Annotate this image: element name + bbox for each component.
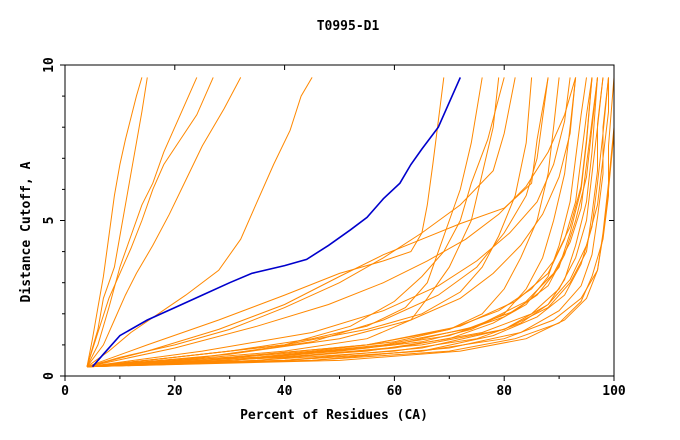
series-line-15 — [86, 77, 549, 368]
series-line-2 — [86, 77, 148, 367]
highlight-series-group — [91, 77, 462, 368]
series-line-26 — [86, 77, 609, 368]
series-line-8 — [86, 77, 483, 368]
series-line-24 — [86, 77, 615, 368]
x-tick-label: 0 — [61, 384, 69, 399]
series-line-30 — [86, 77, 593, 368]
series-line-33 — [86, 77, 577, 368]
y-axis-title: Distance Cutoff, A — [19, 161, 34, 302]
series-line-11 — [86, 77, 549, 368]
series-line-13 — [86, 77, 560, 368]
x-tick-label: 80 — [496, 384, 512, 399]
series-line-6 — [86, 77, 313, 368]
y-tick-label: 10 — [42, 57, 57, 73]
series-line-1 — [86, 77, 143, 367]
y-tick-label: 5 — [42, 217, 57, 225]
tick-labels-group: 0 20 40 60 80 100 0 5 10 — [42, 57, 626, 399]
y-tick-label: 0 — [42, 372, 57, 380]
series-line-19 — [86, 77, 604, 368]
series-line-7 — [86, 77, 516, 368]
x-axis-title: Percent of Residues (CA) — [240, 408, 428, 423]
series-line-31 — [86, 77, 598, 368]
series-line-5 — [86, 77, 242, 368]
series-line-32 — [86, 77, 615, 368]
x-tick-label: 20 — [167, 384, 183, 399]
series-line-34 — [86, 77, 445, 368]
series-line-28 — [86, 77, 577, 368]
x-tick-label: 40 — [277, 384, 293, 399]
series-line-22 — [86, 77, 598, 368]
series-line-29 — [86, 77, 571, 368]
series-line-12 — [86, 77, 533, 368]
series-line-16 — [86, 77, 587, 368]
chart-title: T0995-D1 — [317, 19, 380, 34]
x-tick-label: 60 — [387, 384, 403, 399]
series-line-21 — [86, 77, 609, 368]
series-line-14 — [86, 77, 577, 368]
x-tick-label: 100 — [602, 384, 626, 399]
series-line-3 — [86, 77, 198, 367]
highlight-series-line — [91, 77, 462, 368]
series-line-27 — [86, 77, 604, 368]
axes-group — [60, 64, 615, 381]
series-group — [86, 77, 615, 368]
series-line-9 — [86, 77, 500, 368]
series-line-4 — [86, 77, 214, 367]
series-line-25 — [86, 77, 615, 368]
